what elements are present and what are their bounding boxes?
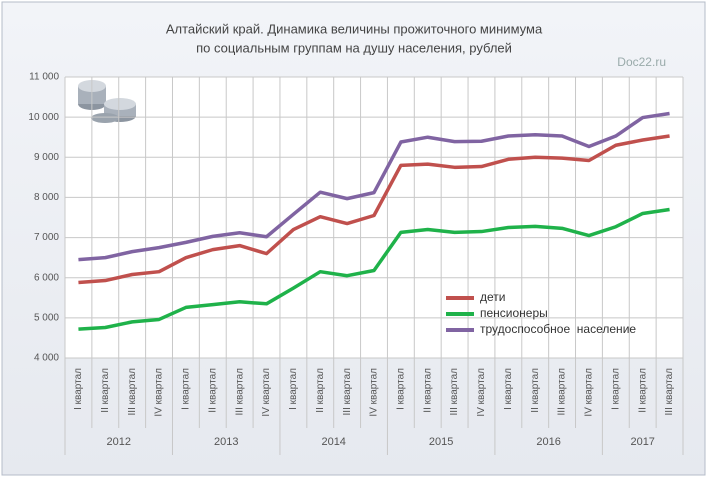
x-tick-label: IV квартал [261,368,272,417]
x-tick-label: IV квартал [476,368,487,417]
chart-title: Алтайский край. Динамика величины прожит… [166,21,543,36]
y-tick-label: 5 000 [34,312,59,323]
y-tick-label: 8 000 [34,192,59,203]
series-line [78,207,670,331]
series-line [78,134,670,285]
x-tick-label: III квартал [557,368,568,416]
x-tick-label: II квартал [530,368,541,413]
x-group-label: 2014 [321,436,345,448]
legend-label: трудоспособное население [480,322,636,336]
x-tick-label: III квартал [664,368,675,416]
plot-area [65,77,683,358]
x-group-label: 2016 [536,436,560,448]
x-tick-label: IV квартал [154,368,165,417]
x-tick-label: II квартал [315,368,326,413]
x-tick-label: III квартал [449,368,460,416]
x-tick-label: II квартал [100,368,111,413]
x-tick-label: II квартал [422,368,433,413]
x-tick-label: II квартал [207,368,218,413]
legend-label: дети [480,290,505,304]
x-tick-label: III квартал [342,368,353,416]
x-group-label: 2015 [429,436,453,448]
x-tick-label: I квартал [396,368,407,410]
x-tick-label: I квартал [73,368,84,410]
x-tick-label: IV квартал [584,368,595,417]
x-tick-label: II квартал [637,368,648,413]
x-group-label: 2017 [630,436,654,448]
x-tick-label: I квартал [181,368,192,410]
y-tick-label: 10 000 [28,112,59,123]
x-tick-label: I квартал [503,368,514,410]
y-tick-label: 9 000 [34,152,59,163]
y-tick-label: 4 000 [34,353,59,364]
chart-subtitle: по социальным группам на душу населения,… [196,40,512,55]
x-tick-label: I квартал [288,368,299,410]
x-group-label: 2013 [214,436,238,448]
x-tick-label: IV квартал [369,368,380,417]
x-tick-label: III квартал [234,368,245,416]
y-tick-label: 6 000 [34,272,59,283]
x-group-label: 2012 [106,436,130,448]
y-tick-label: 7 000 [34,232,59,243]
y-tick-label: 11 000 [29,72,59,83]
x-tick-label: I квартал [610,368,621,410]
series-line [78,111,670,262]
x-tick-label: III квартал [127,368,138,416]
watermark: Doc22.ru [617,55,666,69]
legend-label: пенсионеры [480,306,548,320]
